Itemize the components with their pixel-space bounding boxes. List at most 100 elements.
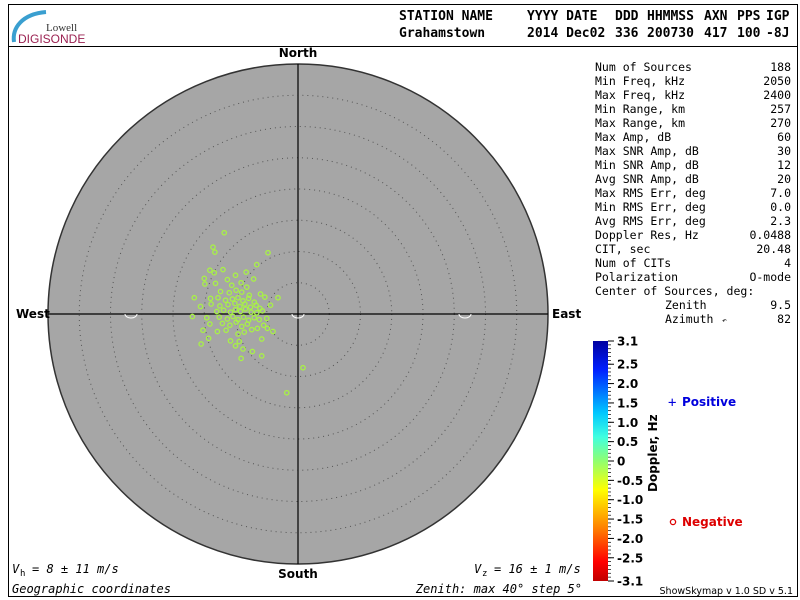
source-point — [197, 303, 204, 310]
label-west: West — [16, 307, 50, 321]
source-point — [227, 338, 234, 344]
logo-text-digisonde: DIGISONDE — [18, 32, 85, 46]
center-of-sources: Center of Sources, deg: Zenith 9.5 Azimu… — [595, 284, 791, 326]
header-value-axn: 417 — [704, 26, 727, 41]
sky-plot — [47, 63, 549, 565]
source-point — [248, 309, 254, 315]
stat-value: 257 — [770, 102, 791, 116]
source-point — [235, 331, 241, 337]
vz-subscript: z — [482, 569, 487, 579]
source-points — [189, 229, 306, 396]
colorbar-tick-label: 2.5 — [617, 358, 638, 372]
vh-symbol: V — [12, 562, 20, 576]
source-point — [189, 313, 196, 320]
source-point — [200, 327, 206, 334]
source-point — [238, 289, 245, 295]
stat-label: Num of CITs — [595, 256, 671, 270]
source-point — [251, 314, 258, 321]
source-point — [249, 348, 256, 355]
colorbar-tick-label: -0.5 — [617, 474, 643, 488]
azimuth-value: 82 — [777, 312, 791, 326]
stat-label: Max Freq, kHz — [595, 88, 685, 102]
stat-value: 20 — [777, 172, 791, 186]
colorbar-tick-label: -2.5 — [617, 551, 643, 565]
source-point — [222, 297, 229, 304]
stat-label: Max Range, km — [595, 116, 685, 130]
source-point — [205, 335, 212, 342]
source-point — [226, 289, 233, 296]
logo-text-lowell: Lowell — [46, 22, 77, 34]
colorbar-tick-label: -3.1 — [617, 575, 643, 589]
stat-value: 30 — [777, 144, 791, 158]
zenith-value: 9.5 — [770, 298, 791, 312]
colorbar-tick-label: 0.5 — [617, 435, 638, 449]
source-point — [263, 315, 270, 322]
source-point — [233, 287, 239, 294]
source-point — [213, 308, 220, 315]
source-point — [247, 304, 254, 310]
source-point — [235, 294, 241, 301]
source-point — [250, 276, 257, 282]
source-point — [253, 309, 260, 316]
stat-value: 20.48 — [756, 242, 791, 256]
source-point — [202, 281, 208, 287]
vh-subscript: h — [20, 569, 25, 579]
stat-value: 270 — [770, 116, 791, 130]
vz-value: = 16 ± 1 m/s — [494, 562, 581, 576]
source-point — [229, 296, 236, 302]
header-label-station: STATION NAME — [399, 9, 493, 24]
label-south: South — [278, 567, 318, 581]
source-point — [237, 303, 243, 310]
stat-value: 2.3 — [770, 214, 791, 228]
colorbar-label: Doppler, Hz — [646, 414, 660, 492]
stat-label: Num of Sources — [595, 60, 692, 74]
source-point — [246, 292, 253, 299]
source-point — [217, 303, 223, 309]
stat-label: Doppler Res, Hz — [595, 228, 699, 242]
source-point — [236, 338, 243, 345]
footer: V h = 8 ± 11 m/s V z = 16 ± 1 m/s Geogra… — [12, 562, 582, 596]
frame — [8, 4, 798, 597]
source-point — [242, 306, 249, 312]
logo-swoosh-icon — [11, 10, 47, 43]
source-point — [257, 291, 264, 297]
colorbar-ticks: 3.1 2.5 2.0 1.5 1.0 0.5 0 -0.5 -1.0 -1.5 -2.0 -2.5 -… — [608, 335, 643, 589]
source-point — [233, 319, 239, 325]
source-point — [258, 353, 265, 359]
source-point — [248, 326, 255, 333]
header-label-ddd: DDD — [615, 9, 639, 24]
legend-positive: Positive — [682, 395, 736, 409]
source-point — [264, 325, 271, 332]
stat-label: Avg SNR Amp, dB — [595, 172, 699, 186]
source-point — [253, 261, 260, 268]
source-point — [203, 314, 210, 321]
marker-east-icon — [458, 313, 472, 319]
header-label-igp: IGP — [766, 9, 790, 24]
source-point — [207, 295, 214, 302]
source-point — [232, 306, 239, 313]
source-point — [220, 307, 227, 314]
source-point — [253, 302, 259, 309]
source-point — [258, 336, 265, 342]
source-point — [208, 301, 214, 307]
coordinates-note: Geographic coordinates — [12, 582, 171, 596]
source-point — [207, 267, 213, 274]
marker-center-icon — [291, 313, 305, 319]
source-point — [232, 272, 239, 279]
source-point — [221, 229, 228, 236]
center-heading: Center of Sources, deg: — [595, 284, 754, 298]
colorbar-tick-label: 1.0 — [617, 416, 638, 430]
stat-label: Min Freq, kHz — [595, 74, 685, 88]
source-point — [216, 314, 223, 320]
stat-value: 2400 — [763, 88, 791, 102]
colorbar-tick-label: 3.1 — [617, 335, 638, 349]
source-point — [201, 275, 208, 282]
source-point — [267, 302, 274, 309]
stat-label: Min RMS Err, deg — [595, 200, 706, 214]
source-point — [245, 295, 252, 302]
source-point — [300, 364, 306, 371]
source-point — [232, 343, 239, 349]
source-point — [241, 329, 248, 335]
source-point — [240, 314, 247, 320]
